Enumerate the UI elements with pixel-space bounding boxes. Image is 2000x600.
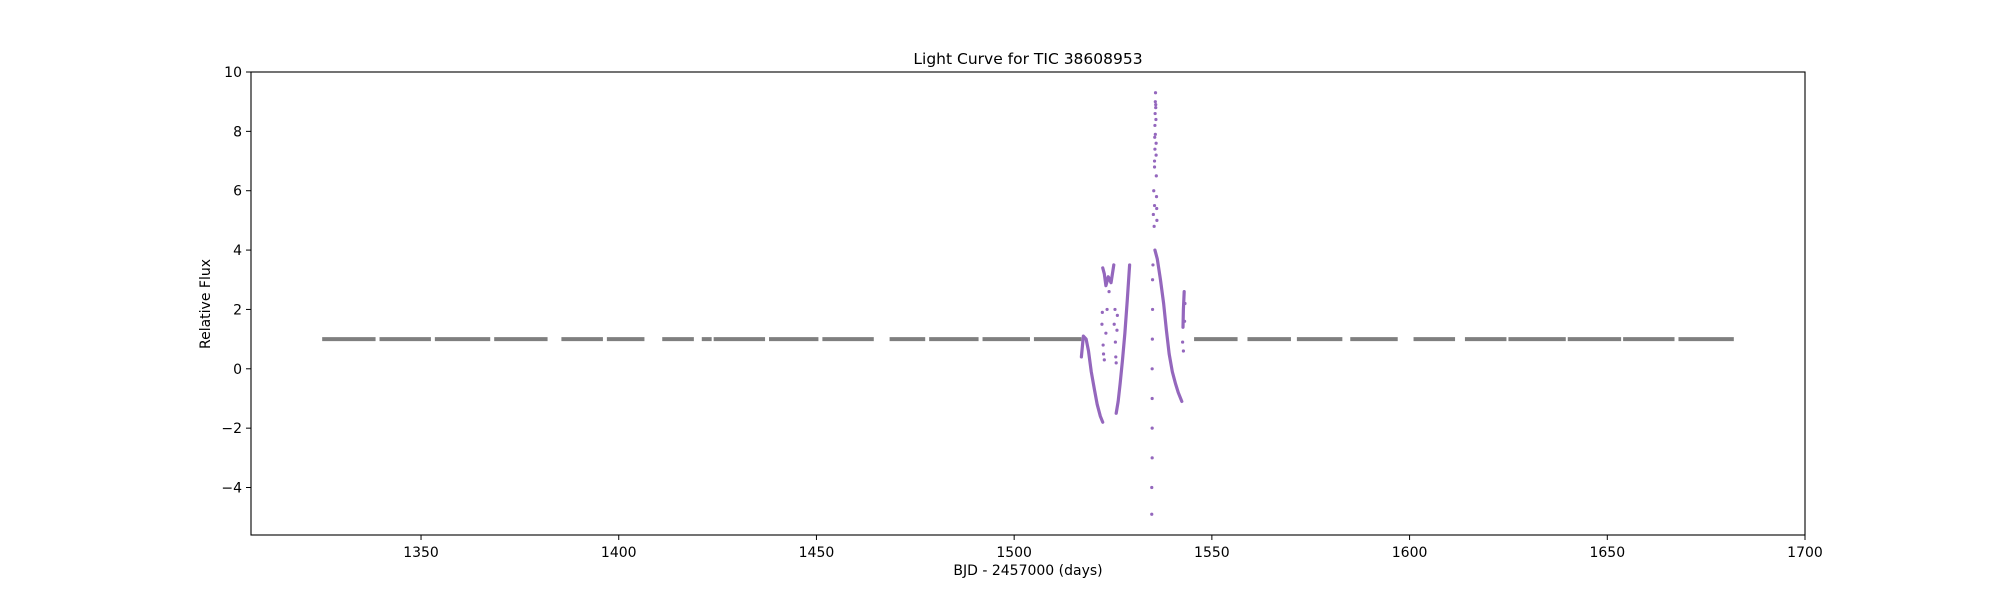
flux-point-41 — [1155, 206, 1159, 211]
flux-point-5 — [1104, 331, 1108, 335]
flux-point-23 — [1150, 278, 1155, 282]
flux-point-18 — [1150, 426, 1154, 430]
x-tick-label-2: 1450 — [799, 545, 835, 561]
flux-point-15 — [1150, 512, 1154, 516]
y-axis-ticks: −4 −2 0 2 4 6 8 10 — [221, 65, 251, 497]
x-axis-ticks: 1350 1400 1450 1500 1550 1600 1650 1700 — [403, 535, 1823, 561]
x-tick-label-6: 1650 — [1589, 545, 1625, 561]
y-tick-label-4: 4 — [233, 243, 242, 259]
flux-point-1 — [1100, 310, 1104, 315]
flux-point-19 — [1150, 396, 1154, 401]
flux-point-11 — [1114, 355, 1118, 359]
flux-point-9 — [1113, 307, 1117, 312]
flux-point-13 — [1115, 328, 1119, 332]
flux-point-48 — [1181, 349, 1185, 353]
variable-flux-trace-0 — [1079, 334, 1105, 424]
flux-point-6 — [1105, 307, 1109, 312]
flux-point-30 — [1153, 135, 1157, 139]
flux-point-22 — [1150, 307, 1155, 312]
flux-point-24 — [1151, 263, 1155, 267]
flux-point-0 — [1100, 322, 1104, 326]
flux-point-25 — [1151, 212, 1155, 217]
chart-title: Light Curve for TIC 38608953 — [913, 50, 1142, 68]
y-tick-label-7: 10 — [224, 65, 242, 81]
x-tick-label-4: 1550 — [1194, 545, 1230, 561]
flux-point-42 — [1155, 218, 1159, 222]
flux-point-43 — [1153, 132, 1157, 136]
flux-point-2 — [1101, 343, 1105, 347]
flux-point-39 — [1154, 174, 1158, 178]
flux-point-27 — [1152, 224, 1156, 228]
flux-point-26 — [1152, 189, 1156, 193]
y-tick-label-0: −4 — [221, 481, 242, 497]
flux-point-8 — [1112, 322, 1116, 326]
plot-frame — [250, 71, 1806, 536]
flux-point-40 — [1154, 195, 1159, 199]
y-tick-label-2: 0 — [233, 362, 242, 378]
flux-point-4 — [1102, 358, 1106, 362]
flux-point-44 — [1154, 106, 1158, 110]
plot-data-layer — [322, 91, 1734, 516]
x-tick-label-7: 1700 — [1787, 545, 1823, 561]
y-axis-label: Relative Flux — [198, 259, 214, 349]
flux-point-50 — [1183, 301, 1187, 306]
flux-point-34 — [1153, 91, 1158, 95]
flux-point-17 — [1150, 456, 1154, 460]
x-tick-label-1: 1400 — [601, 545, 637, 561]
flux-point-45 — [1152, 165, 1157, 169]
flux-point-49 — [1182, 319, 1187, 323]
flux-point-28 — [1152, 203, 1157, 208]
flux-point-47 — [1181, 340, 1185, 344]
flux-point-36 — [1154, 117, 1158, 122]
x-tick-label-0: 1350 — [403, 545, 439, 561]
flux-point-29 — [1152, 159, 1157, 163]
flux-point-32 — [1153, 111, 1157, 116]
y-tick-label-1: −2 — [221, 421, 242, 437]
flux-point-14 — [1115, 313, 1119, 317]
flux-point-38 — [1154, 153, 1158, 157]
x-tick-label-3: 1500 — [996, 545, 1032, 561]
flux-point-33 — [1153, 100, 1157, 104]
y-tick-label-5: 6 — [233, 184, 242, 200]
flux-point-21 — [1150, 337, 1154, 341]
flux-point-20 — [1150, 367, 1154, 371]
flux-point-12 — [1114, 361, 1118, 365]
flux-point-31 — [1153, 123, 1157, 128]
variable-flux-trace-1 — [1101, 263, 1116, 288]
x-tick-label-5: 1600 — [1392, 545, 1428, 561]
flux-point-16 — [1150, 485, 1154, 490]
flux-point-10 — [1113, 340, 1117, 344]
flux-point-7 — [1107, 290, 1111, 294]
flux-point-3 — [1101, 352, 1106, 356]
flux-point-46 — [1153, 147, 1157, 151]
variable-flux-trace-2 — [1114, 263, 1132, 415]
flux-point-35 — [1154, 103, 1158, 107]
flux-point-37 — [1154, 141, 1158, 145]
x-axis-label: BJD - 2457000 (days) — [953, 563, 1102, 579]
variable-flux-trace-3 — [1153, 248, 1184, 404]
y-tick-label-3: 2 — [233, 302, 242, 318]
y-tick-label-6: 8 — [233, 124, 242, 140]
